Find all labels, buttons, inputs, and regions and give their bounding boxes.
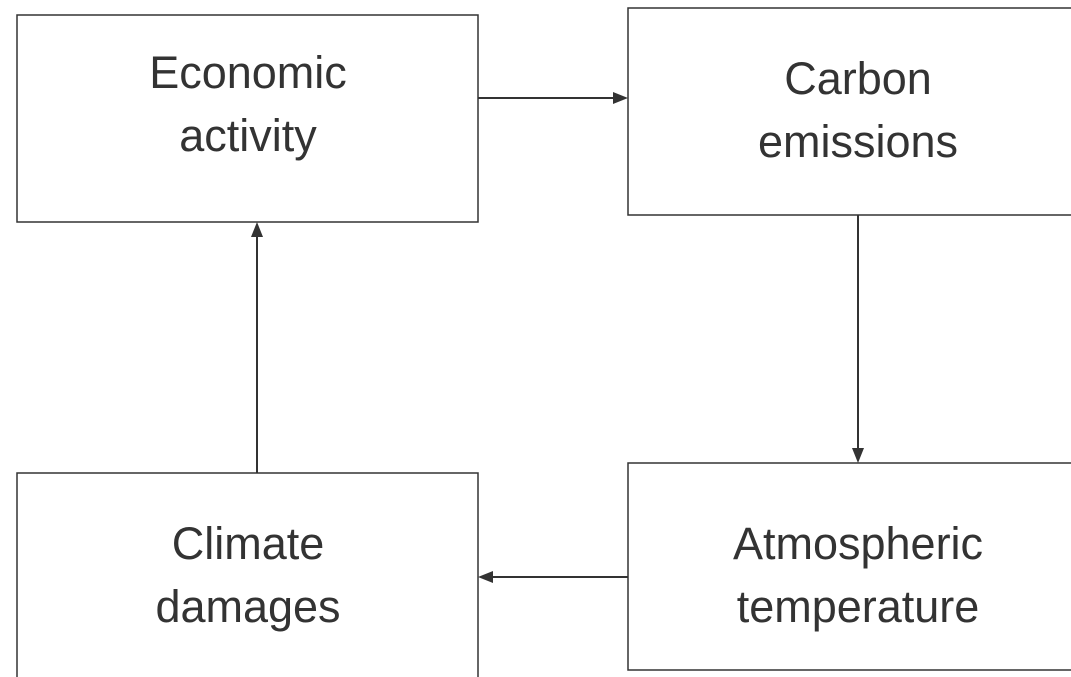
node-box xyxy=(16,472,479,677)
arrow-head xyxy=(251,222,263,237)
node-label: damages xyxy=(155,581,340,632)
node-box xyxy=(16,14,479,223)
node-box xyxy=(627,462,1071,671)
node-label: Atmospheric xyxy=(733,518,983,569)
node-box xyxy=(627,7,1071,216)
arrow-head xyxy=(852,448,864,463)
arrow-head xyxy=(613,92,628,104)
node-label: Economic xyxy=(149,47,347,98)
arrow-head xyxy=(478,571,493,583)
node-label: Carbon xyxy=(784,53,932,104)
node-label: Climate xyxy=(172,518,325,569)
node-label: temperature xyxy=(737,581,980,632)
node-label: activity xyxy=(179,110,317,161)
node-label: emissions xyxy=(758,116,958,167)
